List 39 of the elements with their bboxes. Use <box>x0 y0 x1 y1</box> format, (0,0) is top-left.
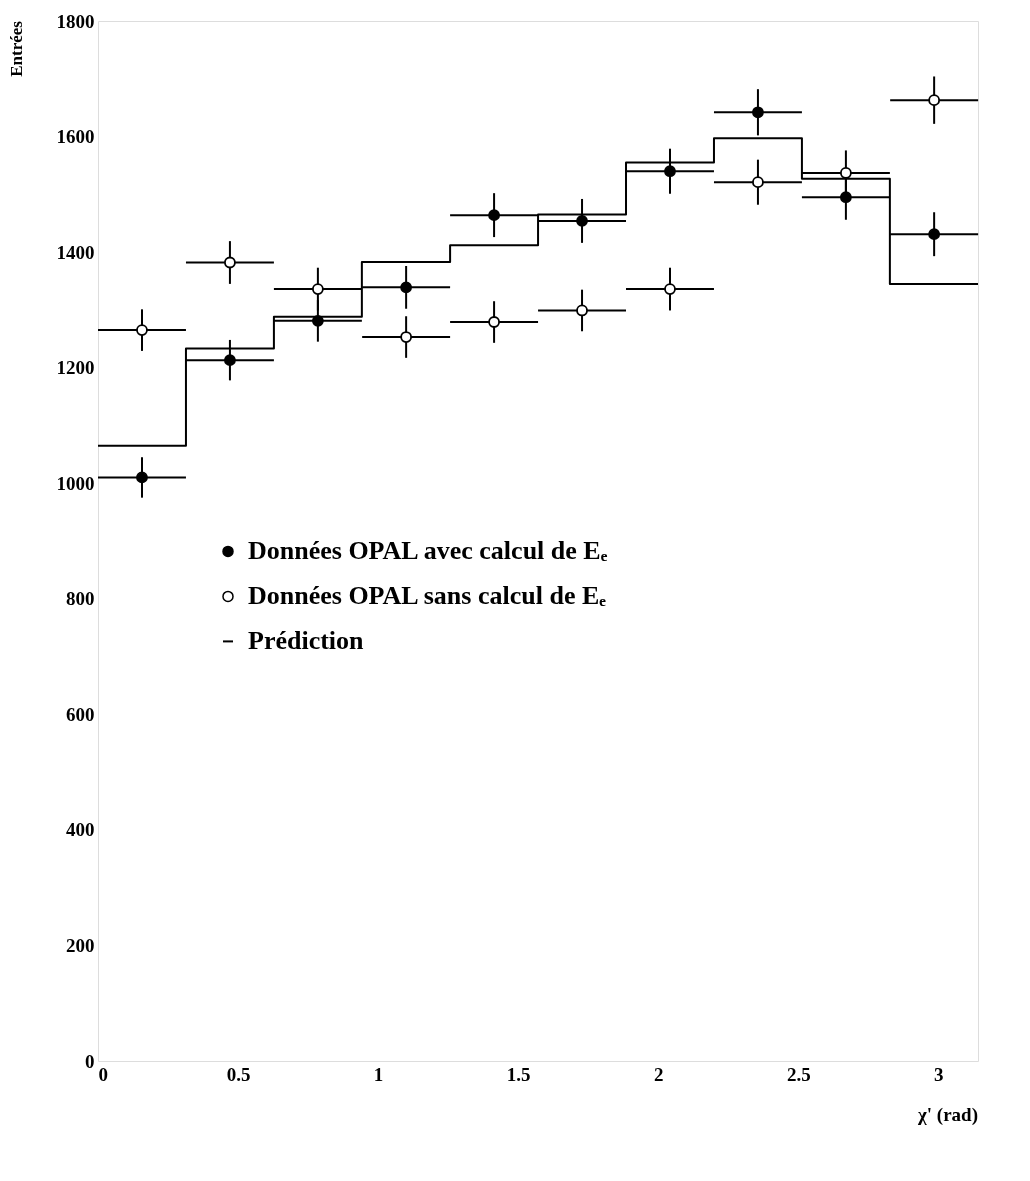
point <box>488 209 500 222</box>
y-tick-label: 600 <box>66 703 95 725</box>
point <box>664 283 676 295</box>
x-tick-label: 2.5 <box>786 1063 811 1085</box>
point <box>224 256 236 269</box>
point <box>928 228 941 241</box>
y-tick-label: 200 <box>66 934 95 956</box>
y-tick-label: 800 <box>66 588 95 610</box>
legend-label: Données OPAL sans calcul de Eₑ <box>248 581 607 611</box>
y-tick-label: 1400 <box>56 241 95 263</box>
x-tick-label: 3 <box>934 1063 944 1085</box>
x-axis-title: χ' (rad) <box>917 1104 978 1126</box>
point <box>576 215 588 227</box>
x-tick-label: 1.5 <box>506 1063 531 1085</box>
point <box>400 281 413 294</box>
point <box>400 331 413 343</box>
legend-label: Données OPAL avec calcul de Eₑ <box>248 536 608 566</box>
x-tick-label: 0.5 <box>226 1063 251 1085</box>
y-tick-label: 1200 <box>56 357 95 379</box>
point <box>136 471 148 484</box>
x-tick-label: 1 <box>373 1063 384 1085</box>
y-tick-label: 1800 <box>56 10 95 32</box>
point <box>664 165 676 178</box>
legend-label: Prédiction <box>248 626 365 656</box>
point <box>752 106 764 119</box>
point <box>840 191 852 204</box>
y-tick-label: 1600 <box>56 126 95 148</box>
y-tick-label: 1000 <box>56 472 95 494</box>
y-tick-label: 400 <box>66 819 95 841</box>
point <box>224 354 236 367</box>
point <box>488 316 500 328</box>
point <box>136 324 148 336</box>
point <box>311 283 324 295</box>
y-axis-title: Entrées <box>7 20 26 77</box>
point <box>840 167 852 179</box>
x-tick-label: 2 <box>653 1063 664 1085</box>
point <box>576 304 588 317</box>
point <box>752 176 764 189</box>
point <box>928 94 941 107</box>
